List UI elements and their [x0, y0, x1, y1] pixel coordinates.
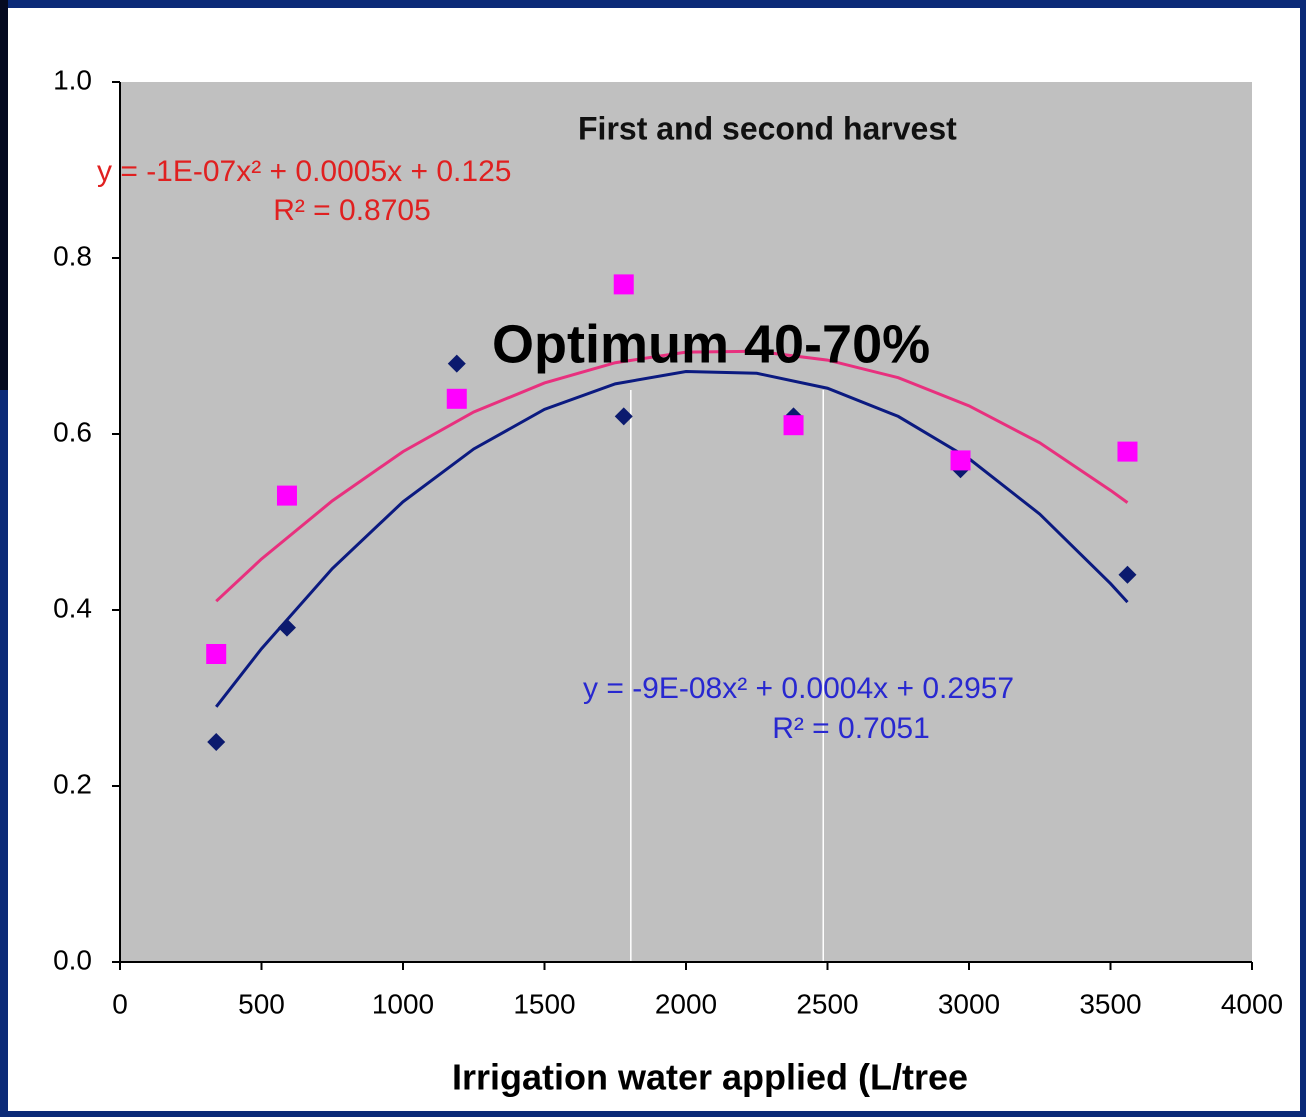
y-tick-label: 1.0	[53, 64, 92, 95]
square-marker	[950, 450, 971, 471]
trendline	[215, 370, 1129, 708]
x-tick-label: 1500	[513, 988, 575, 1019]
y-tick-label: 0.6	[53, 416, 92, 447]
optimum-annotation: Optimum 40-70%	[492, 314, 930, 374]
x-tick-label: 500	[238, 988, 285, 1019]
x-tick-label: 0	[112, 988, 128, 1019]
y-tick-label: 0.8	[53, 240, 92, 271]
x-axis-title: Irrigation water applied (L/tree	[452, 1057, 968, 1098]
square-marker	[276, 485, 297, 506]
square-marker	[1117, 441, 1138, 462]
x-tick-label: 3500	[1079, 988, 1141, 1019]
trendline	[215, 349, 1129, 603]
diamond-marker	[447, 354, 466, 373]
x-tick-label: 1000	[372, 988, 434, 1019]
x-tick-label: 4000	[1221, 988, 1283, 1019]
diamond-marker	[277, 618, 296, 637]
square-marker	[613, 274, 634, 295]
trendline-equation: y = -1E-07x² + 0.0005x + 0.125	[97, 155, 511, 188]
trendline-equation: y = -9E-08x² + 0.0004x + 0.2957	[583, 672, 1014, 705]
chart-title: First and second harvest	[578, 110, 957, 146]
y-tick-label: 0.2	[53, 768, 92, 799]
diamond-marker	[614, 407, 633, 426]
frame-edge	[0, 0, 8, 390]
square-marker	[206, 644, 227, 664]
trendline-equation: R² = 0.8705	[273, 194, 431, 227]
trendline-equation: R² = 0.7051	[772, 712, 930, 745]
x-tick-label: 2500	[796, 988, 858, 1019]
y-tick-label: 0.0	[53, 944, 92, 975]
square-marker	[783, 415, 804, 436]
y-tick-label: 0.4	[53, 592, 92, 623]
diamond-marker	[207, 733, 226, 751]
x-tick-label: 2000	[655, 988, 717, 1019]
diamond-marker	[1118, 565, 1137, 584]
square-marker	[446, 388, 467, 409]
x-tick-label: 3000	[938, 988, 1000, 1019]
